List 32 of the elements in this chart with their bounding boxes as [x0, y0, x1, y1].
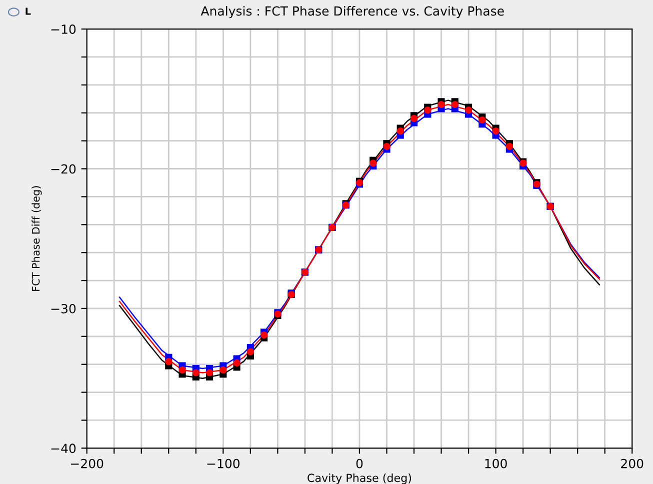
point — [192, 369, 200, 376]
text: L — [26, 8, 31, 15]
y-tick-label: −10 — [51, 24, 76, 34]
point — [260, 331, 268, 339]
point — [178, 366, 186, 374]
point — [246, 348, 254, 356]
x-tick-label: 0 — [356, 458, 363, 468]
point — [165, 358, 172, 366]
point — [506, 142, 513, 150]
x-tick-label: −200 — [71, 458, 104, 468]
point — [206, 369, 214, 376]
point — [424, 106, 432, 114]
point — [233, 359, 240, 366]
point — [438, 100, 445, 108]
x-axis-title: Cavity Phase (deg) — [308, 473, 412, 484]
point — [464, 106, 472, 114]
point — [451, 100, 458, 108]
y-tick-label: −40 — [51, 444, 76, 454]
point — [370, 160, 377, 167]
point — [220, 366, 227, 374]
x-tick-label: −100 — [207, 458, 240, 468]
y-axis-title: FCT Phase Diff (deg) — [32, 186, 42, 291]
y-tick-label: −20 — [51, 164, 76, 174]
point — [410, 114, 418, 122]
chart-title: Analysis : FCT Phase Difference vs. Cavity Phase — [200, 6, 504, 18]
point — [478, 116, 486, 124]
point — [396, 127, 404, 135]
point — [383, 142, 390, 150]
x-tick-label: 200 — [621, 458, 644, 468]
x-tick-label: 100 — [485, 458, 507, 468]
point — [492, 127, 500, 135]
y-tick-label: −30 — [51, 304, 76, 314]
